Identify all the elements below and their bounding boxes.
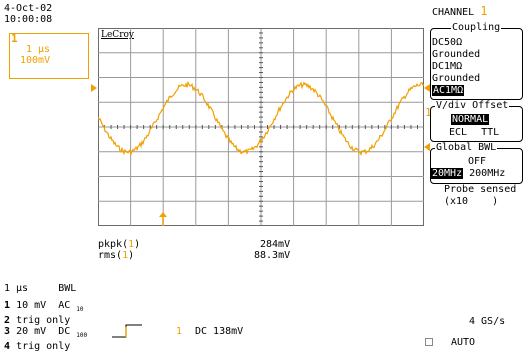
pkpk-label: pkpk( <box>98 239 129 250</box>
global-bwl-menu[interactable]: Global BWL OFF 20MHz 200MHz <box>430 142 523 184</box>
coupling-option-dc1m[interactable]: DC1MΩ <box>432 61 463 72</box>
trace-timebase: 1 µs <box>26 44 51 55</box>
bwl-option-off[interactable]: OFF <box>468 156 487 167</box>
ch2-status[interactable]: 2 trig only <box>4 315 87 326</box>
trace-volts: 100mV <box>20 55 51 66</box>
bottom-timebase: 1 µs <box>4 283 29 294</box>
ch1-sub: 10 <box>76 306 84 313</box>
trigger-level-right-icon <box>424 84 430 92</box>
brand-logo: LeCroy <box>101 30 134 40</box>
trigger-mode: AUTO <box>451 337 476 348</box>
channel-number: 1 <box>480 4 488 18</box>
ch4-status[interactable]: 4 trig only <box>4 341 87 352</box>
ch3-sub: 100 <box>76 332 88 339</box>
ground-marker-icon <box>424 143 430 151</box>
channel-header: CHANNEL 1 <box>432 3 524 21</box>
vdiv-option-ecl[interactable]: ECL <box>449 127 468 138</box>
ch1-status[interactable]: 1 10 mV AC 10 <box>4 300 87 315</box>
measurement-pkpk: pkpk(1) 284mV <box>98 239 298 250</box>
measurements: pkpk(1) 284mV rms(1) 88.3mV <box>98 239 298 261</box>
datetime: 4-Oct-02 10:00:08 <box>4 3 52 25</box>
trigger-level-left-icon <box>91 84 97 92</box>
ch1-text: 10 mV AC <box>16 300 71 311</box>
rms-label: rms( <box>98 250 123 261</box>
pkpk-close: ) <box>134 239 141 250</box>
bwl-option-20mhz[interactable]: 20MHz <box>431 168 464 179</box>
coupling-title: Coupling <box>451 22 502 33</box>
vdiv-option-ttl[interactable]: TTL <box>481 127 500 138</box>
rms-channel: 1 <box>122 250 129 261</box>
rms-close: ) <box>128 250 135 261</box>
grid-center-ticks <box>98 28 424 226</box>
trigger-edge-icon <box>112 324 142 338</box>
acquisition-indicator-icon <box>425 338 433 346</box>
vdiv-option-normal[interactable]: NORMAL <box>451 114 490 125</box>
channel-label: CHANNEL <box>432 7 475 18</box>
trace-number: 1 <box>11 32 18 45</box>
sample-rate: 4 GS/s <box>469 316 506 327</box>
channel-status: 1 µs BWL 1 10 mV AC 10 2 trig only 3 20 … <box>4 283 87 352</box>
ch2-number: 2 <box>4 315 11 326</box>
date-text: 4-Oct-02 <box>4 3 53 14</box>
ch3-status[interactable]: 3 20 mV DC 100 <box>4 326 87 341</box>
ch4-text: trig only <box>16 341 71 352</box>
ch3-text: 20 mV DC <box>16 326 71 337</box>
trigger-position-arrow-icon <box>159 212 167 226</box>
trigger-channel: 1 <box>176 326 183 337</box>
trace-descriptor-box[interactable]: 1 1 µs 100mV <box>9 32 89 79</box>
bwl-title: Global BWL <box>435 142 498 153</box>
vdiv-offset-menu[interactable]: V/div Offset NORMAL ECL TTL <box>430 100 523 142</box>
right-menu: CHANNEL 1 <box>430 3 524 21</box>
channel-marker: 1 <box>425 106 432 119</box>
probe-line-1: Probe sensed <box>444 184 517 195</box>
timebase-row: 1 µs BWL <box>4 283 87 294</box>
coupling-option-dc50[interactable]: DC50Ω <box>432 37 463 48</box>
probe-info: Probe sensed (x10 ) <box>444 184 516 208</box>
probe-line-2: (x10 ) <box>444 196 499 207</box>
ch4-number: 4 <box>4 341 11 352</box>
bwl-option-200mhz[interactable]: 200MHz <box>469 168 506 179</box>
trigger-level: DC 138mV <box>195 326 244 337</box>
coupling-menu[interactable]: Coupling DC50Ω Grounded DC1MΩ Grounded A… <box>430 22 523 100</box>
bottom-bwl: BWL <box>58 283 77 294</box>
pkpk-value: 284mV <box>260 239 291 250</box>
vdiv-title: V/div Offset <box>435 100 510 111</box>
coupling-option-ac1m[interactable]: AC1MΩ <box>432 85 465 96</box>
rms-value: 88.3mV <box>254 250 291 261</box>
coupling-option-grounded-2[interactable]: Grounded <box>432 73 481 84</box>
pkpk-channel: 1 <box>128 239 135 250</box>
time-text: 10:00:08 <box>4 14 53 25</box>
ch2-text: trig only <box>16 315 71 326</box>
waveform-trace <box>98 80 424 157</box>
waveform-grid <box>98 28 424 226</box>
ch1-number: 1 <box>4 300 11 311</box>
measurement-rms: rms(1) 88.3mV <box>98 250 298 261</box>
coupling-option-grounded-1[interactable]: Grounded <box>432 49 481 60</box>
ch3-number: 3 <box>4 326 11 337</box>
